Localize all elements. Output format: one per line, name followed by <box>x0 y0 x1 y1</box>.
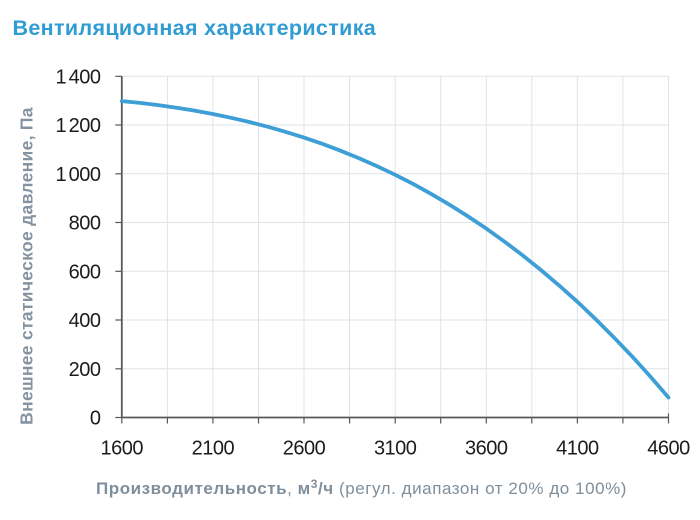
svg-text:1600: 1600 <box>101 438 144 460</box>
svg-text:800: 800 <box>69 213 101 235</box>
svg-text:3100: 3100 <box>374 438 417 460</box>
svg-text:600: 600 <box>69 261 101 283</box>
svg-text:4600: 4600 <box>647 438 690 460</box>
svg-text:Производительность, м3/ч (регу: Производительность, м3/ч (регул. диапазо… <box>96 477 627 498</box>
svg-text:2600: 2600 <box>283 438 326 460</box>
svg-text:0: 0 <box>90 408 101 430</box>
svg-text:400: 400 <box>69 310 101 332</box>
svg-text:Внешнее статическое давление,: Внешнее статическое давление, Па <box>17 107 37 425</box>
svg-text:4100: 4100 <box>556 438 599 460</box>
svg-text:2100: 2100 <box>192 438 235 460</box>
svg-text:3600: 3600 <box>465 438 508 460</box>
svg-text:1 400: 1 400 <box>55 66 100 88</box>
svg-text:Вентиляционная характеристика: Вентиляционная характеристика <box>13 16 377 40</box>
svg-text:1 000: 1 000 <box>55 164 100 186</box>
svg-text:200: 200 <box>69 359 101 381</box>
svg-text:1 200: 1 200 <box>55 115 100 137</box>
